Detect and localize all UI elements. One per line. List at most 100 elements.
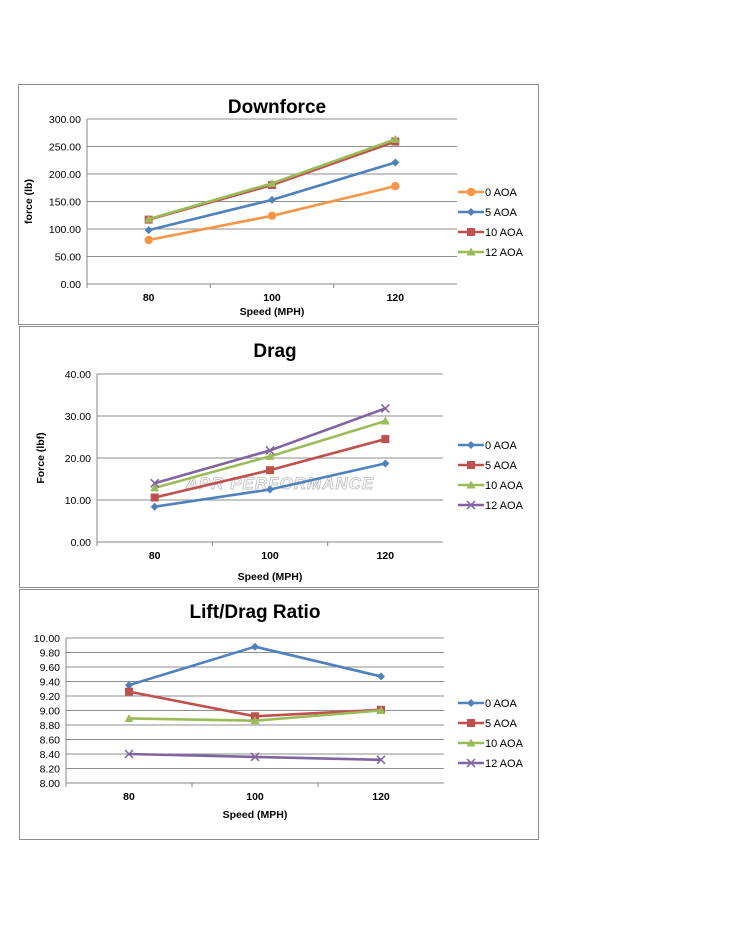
legend-item: 5 AOA — [458, 718, 517, 730]
x-axis-label: Speed (MPH) — [223, 809, 288, 821]
legend-label: 5 AOA — [485, 718, 517, 730]
legend-item: 10 AOA — [458, 480, 524, 492]
legend-label: 12 AOA — [485, 500, 524, 512]
legend-label: 5 AOA — [485, 207, 517, 219]
y-axis-label: Force (lbf) — [35, 432, 47, 483]
chart-title: Drag — [253, 341, 296, 362]
legend-label: 5 AOA — [485, 460, 517, 472]
data-point — [265, 445, 275, 455]
y-tick-label: 100.00 — [49, 224, 81, 236]
y-tick-label: 8.40 — [40, 749, 61, 761]
x-axis-label: Speed (MPH) — [238, 571, 303, 583]
legend-item: 12 AOA — [458, 247, 524, 259]
legend-marker — [467, 719, 475, 727]
legend-marker — [466, 187, 476, 197]
legend-item: 10 AOA — [458, 227, 524, 239]
x-tick-label: 120 — [372, 791, 390, 803]
data-point — [266, 485, 274, 494]
y-tick-label: 8.60 — [40, 735, 61, 747]
legend-item: 0 AOA — [458, 698, 517, 710]
data-point — [124, 713, 134, 722]
y-axis-label: force (lb) — [23, 179, 35, 224]
legend-label: 0 AOA — [485, 698, 517, 710]
x-tick-label: 80 — [123, 791, 135, 803]
data-point — [250, 716, 260, 725]
y-tick-label: 9.60 — [40, 662, 61, 674]
series-10-aoa — [124, 706, 386, 725]
legend-label: 0 AOA — [485, 440, 517, 452]
y-tick-label: 8.20 — [40, 764, 61, 776]
data-point — [150, 493, 159, 502]
legend-marker — [467, 208, 475, 216]
data-point — [150, 478, 160, 488]
x-tick-label: 120 — [387, 292, 405, 304]
legend-marker — [466, 247, 476, 256]
series-10-aoa — [150, 416, 390, 492]
legend-label: 12 AOA — [485, 247, 524, 259]
series-5-aoa — [150, 435, 390, 502]
chart-0: Downforce 0.00 50.00 100.00 150.00 200.00 250.… — [18, 84, 539, 325]
legend-marker — [467, 228, 475, 236]
chart-1: Drag 0.00 10.00 20.00 30.00 40.00 80 100 120 Spee… — [19, 326, 539, 588]
chart-2: Lift/Drag Ratio 8.00 8.20 8.40 8.60 8.80 9.00 9… — [19, 589, 539, 840]
legend-marker — [466, 500, 476, 510]
chart-frame — [19, 326, 539, 588]
y-tick-label: 0.00 — [71, 537, 92, 549]
data-point — [391, 158, 400, 167]
y-tick-label: 300.00 — [49, 114, 81, 126]
y-tick-label: 40.00 — [65, 369, 91, 381]
legend-label: 10 AOA — [485, 227, 524, 239]
series-0-aoa — [144, 181, 400, 245]
data-point — [268, 195, 276, 204]
chart-title: Lift/Drag Ratio — [190, 602, 321, 623]
y-tick-label: 8.00 — [40, 778, 61, 790]
data-point — [391, 181, 400, 191]
data-point — [266, 466, 274, 475]
legend-marker — [467, 461, 475, 469]
y-tick-label: 9.80 — [40, 648, 61, 660]
data-point — [381, 459, 390, 468]
y-tick-label: 9.00 — [40, 706, 61, 718]
data-point — [144, 235, 153, 245]
data-point — [380, 403, 390, 413]
legend-item: 10 AOA — [458, 738, 524, 750]
x-tick-label: 120 — [377, 550, 395, 562]
y-tick-label: 30.00 — [65, 411, 91, 423]
data-point — [376, 755, 386, 765]
chart-frame — [18, 84, 539, 325]
data-point — [124, 749, 134, 759]
data-point — [251, 642, 259, 651]
legend-marker — [466, 738, 476, 747]
x-tick-label: 100 — [263, 292, 281, 304]
legend-item: 5 AOA — [458, 207, 517, 219]
data-point — [125, 681, 133, 690]
legend-item: 5 AOA — [458, 460, 517, 472]
series-5-aoa — [144, 158, 400, 235]
series-0-aoa — [150, 459, 390, 511]
data-point — [376, 706, 386, 714]
x-tick-label: 100 — [261, 550, 279, 562]
chart-title: Downforce — [228, 97, 326, 118]
series-12-aoa — [150, 403, 390, 488]
y-tick-label: 8.80 — [40, 720, 61, 732]
data-point — [380, 416, 390, 425]
legend-marker — [466, 480, 476, 489]
legend-marker — [467, 699, 475, 707]
legend-item: 12 AOA — [458, 758, 524, 770]
data-point — [377, 672, 385, 681]
data-point — [265, 451, 275, 460]
data-point — [250, 752, 260, 762]
y-tick-label: 9.20 — [40, 691, 61, 703]
y-tick-label: 50.00 — [55, 252, 81, 264]
data-point — [381, 435, 390, 444]
data-point — [267, 211, 277, 220]
data-point — [144, 214, 154, 223]
y-tick-label: 9.40 — [40, 677, 61, 689]
x-tick-label: 100 — [246, 791, 264, 803]
data-point — [390, 134, 400, 143]
x-axis-label: Speed (MPH) — [240, 306, 305, 318]
data-point — [267, 178, 277, 187]
legend-label: 10 AOA — [485, 738, 524, 750]
legend-marker — [466, 758, 476, 768]
